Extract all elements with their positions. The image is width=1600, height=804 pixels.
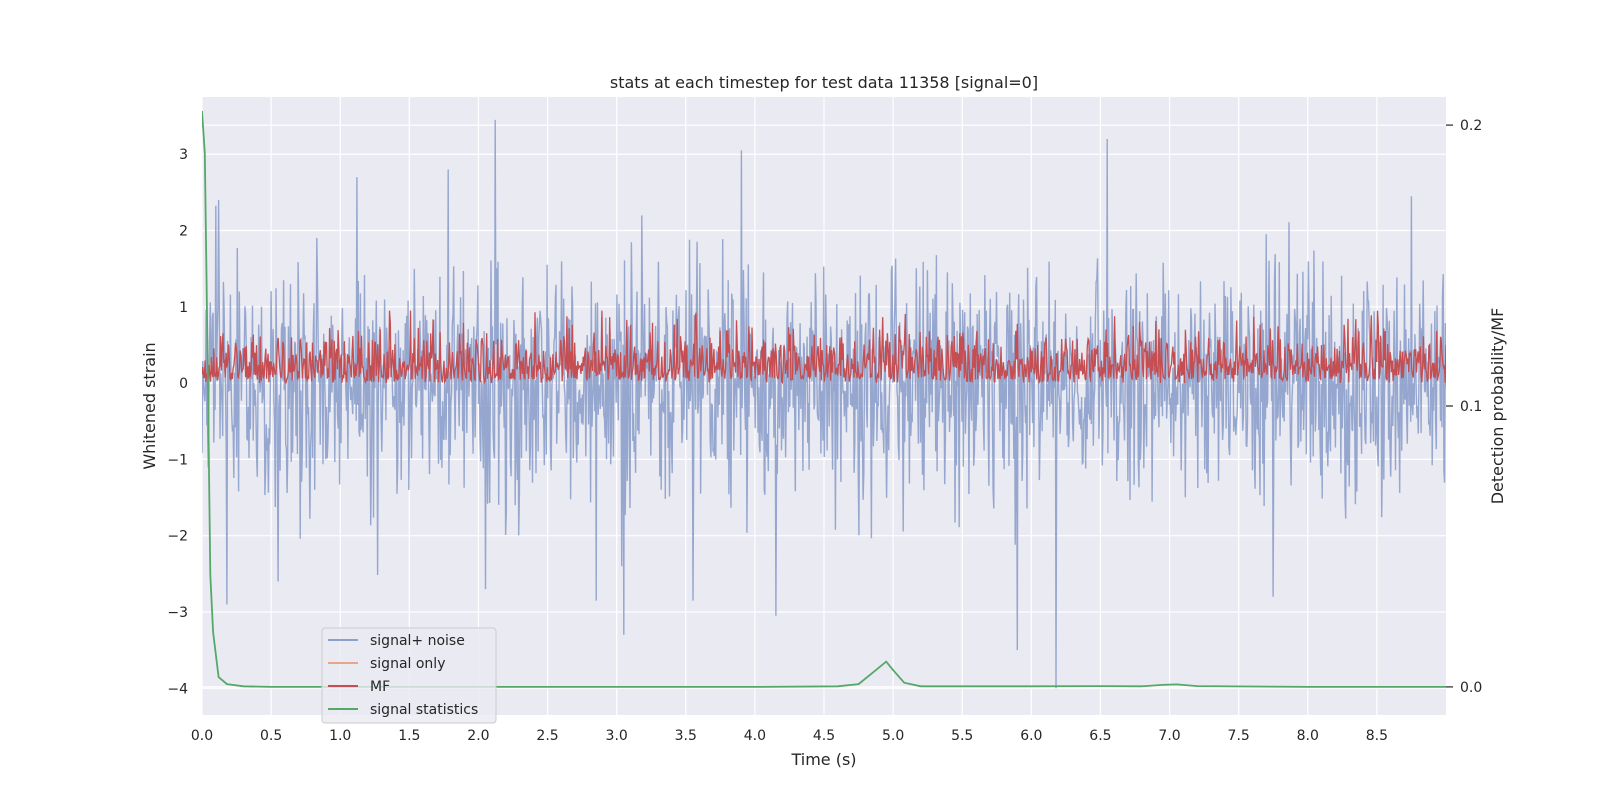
y-tick-label-left: −3 <box>167 605 188 621</box>
x-tick-label: 2.0 <box>467 728 489 744</box>
x-tick-label: 3.5 <box>675 728 697 744</box>
x-tick-label: 0.0 <box>191 728 213 744</box>
mf-line <box>202 310 1446 385</box>
x-tick-label: 2.5 <box>536 728 558 744</box>
mf-series <box>202 310 1446 385</box>
x-tick-label: 5.5 <box>951 728 973 744</box>
legend-label: signal only <box>370 656 445 672</box>
y-tick-label-left: −4 <box>167 681 188 697</box>
x-tick-label: 7.5 <box>1228 728 1250 744</box>
y-tick-label-left: 2 <box>179 224 188 240</box>
x-tick-label: 1.0 <box>329 728 351 744</box>
x-tick-label: 6.5 <box>1089 728 1111 744</box>
y-tick-label-right: 0.0 <box>1460 680 1482 696</box>
x-tick-label: 4.0 <box>744 728 766 744</box>
legend: signal+ noise signal only MF signal statist… <box>321 627 497 724</box>
chart-title: stats at each timestep for test data 113… <box>610 73 1038 92</box>
x-tick-label: 8.0 <box>1297 728 1319 744</box>
x-tick-label: 1.5 <box>398 728 420 744</box>
x-tick-label: 4.5 <box>813 728 835 744</box>
y-tick-label-right: 0.1 <box>1460 399 1482 415</box>
signal-statistics-line <box>202 110 1446 688</box>
y-tick-label-left: 1 <box>179 300 188 316</box>
x-tick-label: 7.0 <box>1158 728 1180 744</box>
y-tick-label-left: −1 <box>167 452 188 468</box>
signal-noise-line <box>202 119 1446 689</box>
signal-noise-series <box>202 119 1446 689</box>
y-tick-label-left: 0 <box>179 376 188 392</box>
x-tick-label: 0.5 <box>260 728 282 744</box>
y-tick-label-left: 3 <box>179 147 188 163</box>
legend-label: MF <box>370 679 390 695</box>
x-tick-label: 3.0 <box>606 728 628 744</box>
y-tick-label-left: −2 <box>167 529 188 545</box>
y-axis-label-right: Detection probability/MF <box>1488 308 1507 505</box>
ticks: 0.0 0.5 1.0 1.5 2.0 2.5 3.0 3.5 4.0 4.5 5.0 5.5 6.0 6… <box>167 118 1482 744</box>
y-axis-label-left: Whitened strain <box>140 342 159 469</box>
legend-label: signal+ noise <box>370 633 465 649</box>
legend-box <box>321 627 497 724</box>
x-tick-label: 5.0 <box>882 728 904 744</box>
signal-statistics-series <box>202 110 1446 688</box>
y-tick-label-right: 0.2 <box>1460 118 1482 134</box>
x-tick-label: 6.0 <box>1020 728 1042 744</box>
x-tick-label: 8.5 <box>1366 728 1388 744</box>
legend-label: signal statistics <box>370 702 478 718</box>
x-axis-label: Time (s) <box>790 750 856 769</box>
